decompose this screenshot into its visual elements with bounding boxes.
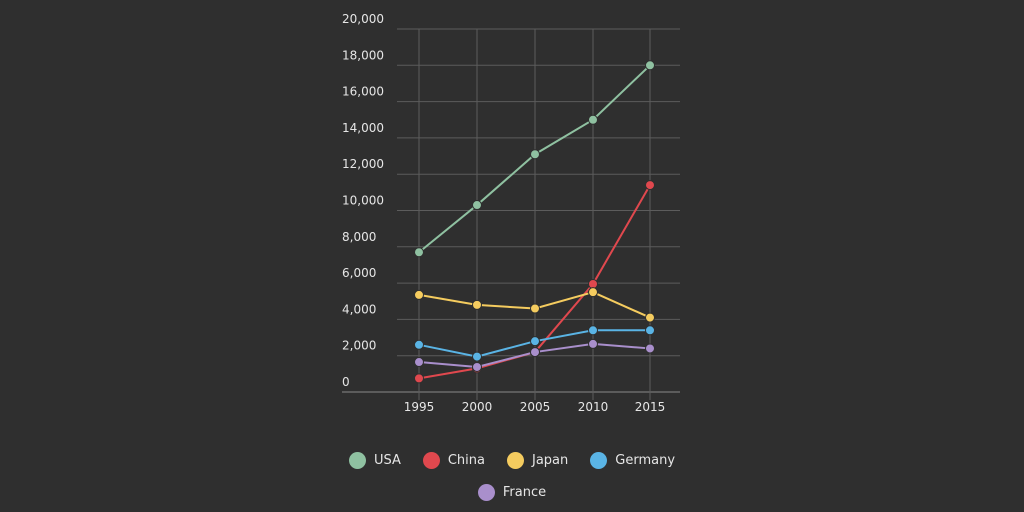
data-point-france: [530, 347, 540, 358]
y-tick-label: 20,000: [342, 12, 384, 26]
data-point-japan: [530, 303, 540, 314]
line-chart: 0 2,000 4,000 6,000 8,000 10,000 12,000 14,000 1…: [342, 12, 680, 414]
data-point-usa: [472, 200, 482, 211]
data-point-germany: [530, 336, 540, 347]
data-point-france: [588, 338, 598, 349]
data-point-germany: [588, 325, 598, 336]
data-point-japan: [645, 312, 655, 323]
data-point-germany: [414, 339, 424, 350]
data-point-japan: [472, 299, 482, 310]
legend-marker: [422, 452, 440, 469]
y-tick-label: 4,000: [342, 302, 376, 316]
legend-marker: [590, 452, 608, 469]
legend-row-2: France: [0, 484, 1024, 501]
data-point-japan: [588, 287, 598, 298]
legend-label: Germany: [615, 453, 676, 468]
data-point-china: [645, 180, 655, 191]
x-tick-label: 2000: [462, 400, 493, 414]
legend-item-usa[interactable]: USA: [348, 452, 401, 469]
data-point-usa: [588, 114, 598, 125]
y-tick-label: 8,000: [342, 230, 376, 244]
data-point-france: [472, 361, 482, 372]
legend-marker: [477, 484, 495, 501]
legend-label: China: [447, 453, 485, 468]
data-point-china: [414, 373, 424, 384]
legend-label: Japan: [532, 453, 569, 468]
data-point-germany: [645, 325, 655, 336]
data-point-usa: [530, 149, 540, 160]
y-tick-label: 2,000: [342, 339, 376, 353]
y-tick-label: 16,000: [342, 85, 384, 99]
x-tick-label: 2005: [520, 400, 551, 414]
y-tick-label: 10,000: [342, 194, 384, 208]
data-point-usa: [645, 60, 655, 71]
legend-item-germany[interactable]: Germany: [590, 452, 675, 469]
legend-marker: [507, 452, 524, 469]
legend-item-japan[interactable]: Japan: [507, 452, 568, 469]
data-point-japan: [414, 289, 424, 300]
data-point-usa: [414, 247, 424, 258]
x-tick-label: 2015: [635, 400, 666, 414]
data-point-france: [414, 357, 424, 368]
x-tick-label: 2010: [578, 400, 609, 414]
y-tick-label: 12,000: [342, 157, 384, 171]
y-tick-label: 0: [342, 375, 350, 389]
legend-item-france[interactable]: France: [477, 484, 547, 501]
legend-row-1: USA China Japan Germany: [0, 452, 1024, 469]
legend-marker: [348, 452, 366, 469]
x-tick-label: 1995: [404, 400, 435, 414]
data-point-france: [645, 343, 655, 354]
y-tick-label: 18,000: [342, 48, 384, 62]
legend-item-china[interactable]: China: [422, 452, 485, 469]
legend-label: France: [502, 485, 547, 500]
y-tick-label: 6,000: [342, 266, 376, 280]
data-point-china: [588, 279, 598, 290]
legend-label: USA: [373, 453, 401, 468]
y-tick-label: 14,000: [342, 121, 384, 135]
data-point-germany: [472, 351, 482, 362]
